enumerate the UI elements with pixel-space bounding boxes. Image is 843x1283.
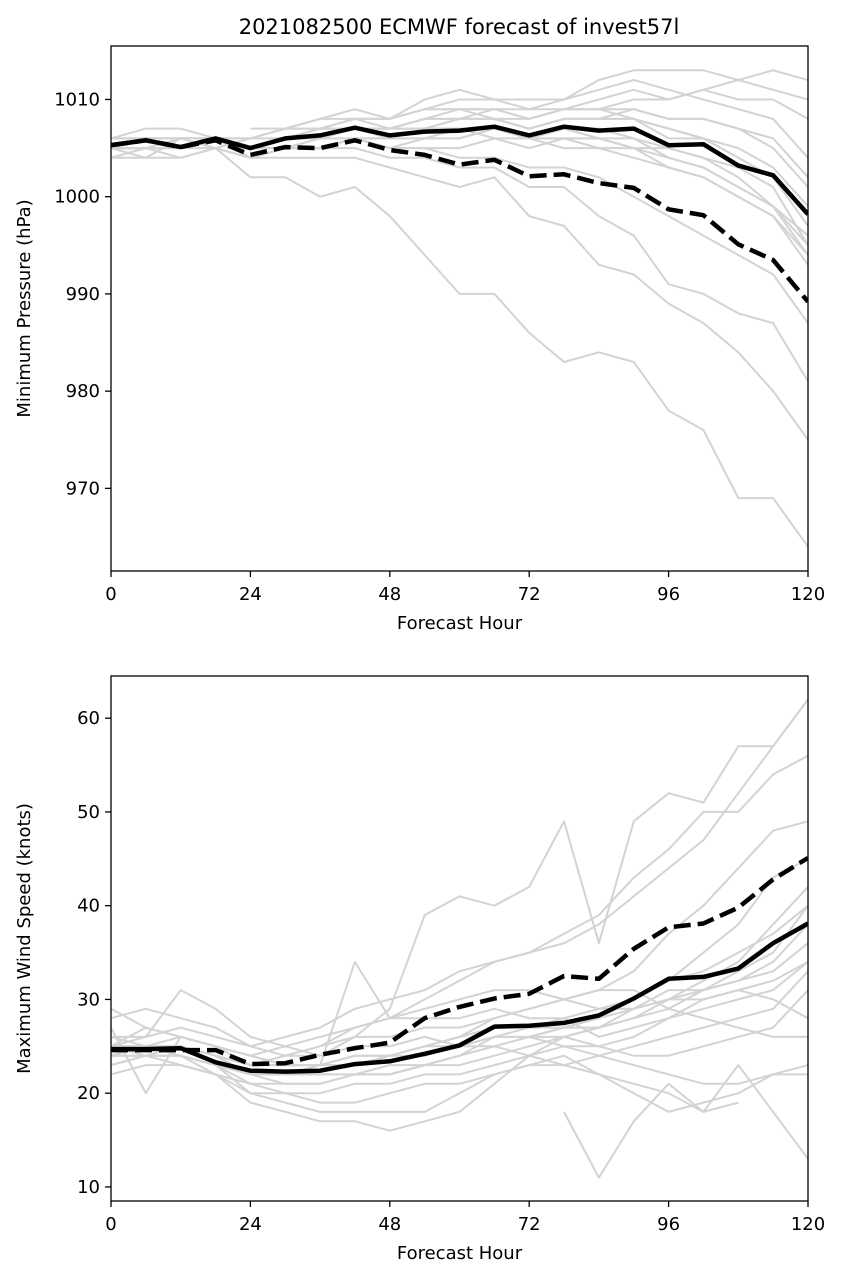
chart-2-dashed-line [111, 855, 808, 1067]
chart-2-ensemble-member-line [111, 942, 808, 1076]
chart-1-dashed-line [111, 138, 808, 304]
chart-1-y-tick-label: 980 [66, 381, 100, 402]
chart-2-ensemble-member-line [111, 698, 808, 1048]
chart-2-y-axis-label: Maximum Wind Speed (knots) [14, 803, 35, 1074]
chart-2-y-tick-label: 60 [77, 708, 100, 729]
chart-1-x-tick-label: 0 [105, 584, 116, 605]
chart-2-ensemble-member-line [111, 989, 808, 1057]
chart-1-x-tick-label: 96 [657, 584, 680, 605]
chart-1-ensemble-member-line [111, 147, 808, 548]
pressure-chart: 0 24 48 72 96 120 970 980 990 1000 1010 Forecast Ho… [14, 45, 825, 634]
chart-1-x-tick-label: 24 [239, 584, 262, 605]
chart-2-x-tick-label: 96 [657, 1214, 680, 1235]
chart-1-y-axis-label: Minimum Pressure (hPa) [14, 199, 35, 417]
chart-1-y-tick-label: 970 [66, 478, 100, 499]
chart-1-ensemble-member-line [111, 108, 808, 188]
chart-2-ensemble-member-line [111, 989, 808, 1132]
chart-1-y-tick-label: 1010 [54, 89, 100, 110]
chart-1-x-tick-label: 48 [378, 584, 401, 605]
chart-2-ensemble-member-line [111, 961, 808, 1095]
chart-2-ensemble-member-line [111, 886, 808, 1085]
chart-1-x-tick-label: 120 [791, 584, 825, 605]
chart-1-ensemble-member-line [111, 137, 808, 382]
chart-2-x-tick-label: 0 [105, 1214, 116, 1235]
chart-2-y-tick-label: 30 [77, 989, 100, 1010]
chart-1-ensemble-member-line [111, 137, 808, 256]
chart-2-solid-line [111, 921, 808, 1074]
chart-2-x-tick-label: 120 [791, 1214, 825, 1235]
chart-1-ensemble-member-line [111, 137, 808, 324]
chart-2-x-axis-label: Forecast Hour [397, 1243, 523, 1264]
chart-2-y-tick-label: 20 [77, 1083, 100, 1104]
chart-2-y-tick-label: 10 [77, 1177, 100, 1198]
chart-1-axes-frame [110, 45, 809, 572]
figure-title: 2021082500 ECMWF forecast of invest57l [239, 15, 680, 39]
chart-2-x-tick-label: 72 [518, 1214, 541, 1235]
chart-1-x-axis-label: Forecast Hour [397, 613, 523, 634]
chart-2-ensemble-member-line [111, 970, 808, 1104]
chart-1-solid-line [111, 124, 808, 216]
chart-1-x-tick-label: 72 [518, 584, 541, 605]
chart-2-plot-area [111, 698, 808, 1179]
chart-2-x-tick-label: 24 [239, 1214, 262, 1235]
chart-2-y-tick-label: 40 [77, 896, 100, 917]
chart-2-ensemble-member-line [111, 904, 808, 1067]
chart-2-ensemble-member-line [111, 698, 808, 1057]
wind-speed-chart: 0 24 48 72 96 120 10 20 30 40 50 60 Forecast Hour Max… [14, 675, 825, 1264]
chart-1-plot-area [111, 69, 808, 548]
chart-1-y-tick-label: 1000 [54, 187, 100, 208]
chart-2-x-tick-label: 48 [378, 1214, 401, 1235]
chart-1-ensemble-member-line [250, 88, 808, 130]
chart-2-axes-frame [110, 675, 809, 1202]
chart-2-ensemble-member-line [563, 1082, 739, 1179]
chart-1-y-tick-label: 990 [66, 284, 100, 305]
chart-2-y-tick-label: 50 [77, 802, 100, 823]
